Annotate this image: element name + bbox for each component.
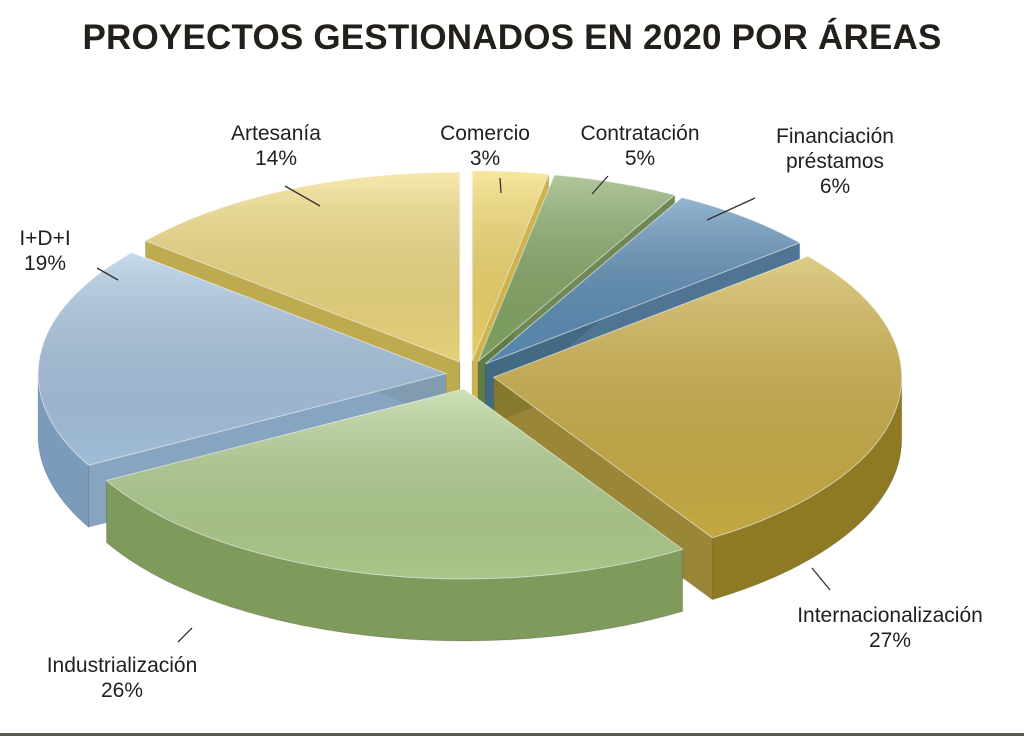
pie-top-layer — [37, 170, 903, 580]
slice-label-3: Internacionalización 27% — [797, 604, 983, 652]
pie-slice-0 — [471, 170, 550, 361]
slice-labels: Comercio 3% Contratación 5% Financiación prés… — [19, 122, 983, 702]
bottom-rule — [0, 733, 1024, 736]
leader-line-4 — [177, 627, 193, 643]
slice-label-0: Comercio 3% — [440, 122, 530, 170]
pie-slice-1 — [477, 174, 676, 362]
slice-label-2: Financiación préstamos 6% — [776, 125, 894, 198]
slice-label-4: Industrialización 26% — [47, 654, 198, 702]
pie-slice-5 — [37, 251, 448, 466]
slice-label-5: I+D+I 19% — [19, 227, 70, 275]
pie-slice-4 — [105, 388, 684, 580]
leader-lines — [96, 175, 831, 643]
leader-line-1 — [591, 175, 609, 195]
leader-line-5 — [96, 267, 119, 281]
slice-label-1: Contratación 5% — [580, 122, 699, 170]
pie-slice-2 — [484, 196, 801, 365]
leader-line-6 — [284, 185, 321, 207]
chart-title: PROYECTOS GESTIONADOS EN 2020 POR ÁREAS — [82, 18, 942, 57]
leader-line-2 — [706, 197, 756, 221]
pie-slice-6 — [144, 171, 461, 363]
slice-label-6: Artesanía 14% — [231, 122, 321, 170]
leader-line-0 — [499, 177, 502, 194]
leader-line-3 — [811, 567, 831, 591]
pie-slice-3 — [492, 255, 903, 539]
